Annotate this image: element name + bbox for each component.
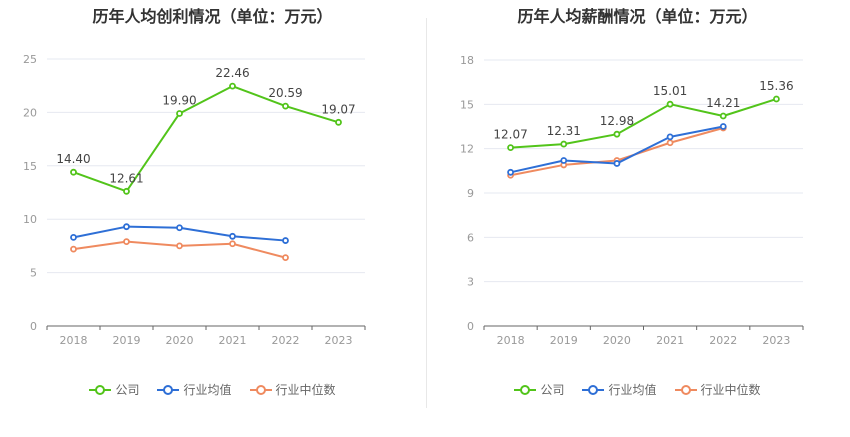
legend-label: 行业均值 (608, 383, 657, 397)
legend-swatch-industry-average (582, 384, 605, 396)
data-point-industry-median (666, 139, 674, 147)
y-tick-label: 15 (23, 160, 37, 173)
data-point-industry-average (176, 224, 183, 232)
data-point-company (719, 112, 727, 120)
data-label: 12.07 (493, 128, 527, 142)
legend-item-company[interactable]: 公司 (514, 381, 564, 398)
data-label: 20.59 (268, 86, 302, 100)
data-label: 22.46 (215, 66, 249, 80)
data-point-company (282, 102, 289, 110)
x-tick-label: 2021 (656, 334, 684, 347)
data-label: 14.21 (706, 96, 740, 110)
x-tick-label: 2023 (762, 334, 790, 347)
legend-item-industry-median[interactable]: 行业中位数 (249, 381, 336, 398)
data-point-industry-average (229, 232, 236, 240)
legend-item-company[interactable]: 公司 (89, 381, 139, 398)
y-tick-label: 9 (467, 187, 474, 200)
data-point-industry-average (560, 157, 568, 164)
y-tick-label: 20 (23, 106, 37, 119)
series-line-company (73, 85, 339, 193)
y-tick-label: 15 (460, 98, 474, 111)
x-tick-label: 2018 (497, 334, 525, 347)
data-point-industry-median (282, 254, 289, 262)
y-tick-label: 5 (30, 267, 37, 280)
data-point-company (773, 95, 780, 103)
data-point-company (507, 144, 514, 152)
data-point-industry-average (507, 168, 514, 176)
data-point-industry-median (123, 238, 130, 246)
legend-item-industry-average[interactable]: 行业均值 (157, 381, 232, 398)
legend-swatch-company (514, 384, 537, 396)
series-line-company (510, 98, 777, 149)
data-point-industry-median (70, 245, 77, 253)
legend-label: 公司 (115, 383, 140, 397)
legend-swatch-industry-average (157, 384, 180, 396)
y-tick-label: 25 (23, 53, 37, 66)
x-tick-label: 2021 (219, 334, 247, 347)
data-point-industry-median (229, 240, 236, 248)
data-point-industry-average (282, 237, 289, 244)
legend-swatch-company (89, 384, 112, 396)
data-point-industry-average (123, 223, 130, 231)
x-tick-label: 2020 (166, 334, 194, 347)
chart-title: 历年人均薪酬情况（单位：万元） (517, 7, 758, 26)
x-tick-label: 2022 (709, 334, 737, 347)
legend-label: 行业中位数 (275, 383, 336, 397)
data-point-company (176, 110, 183, 117)
legend-item-industry-median[interactable]: 行业中位数 (674, 381, 761, 398)
legend-swatch-industry-median (674, 384, 697, 396)
data-point-industry-average (666, 133, 674, 141)
x-tick-label: 2018 (60, 334, 88, 347)
data-label: 14.40 (56, 152, 90, 166)
data-point-industry-average (613, 160, 621, 167)
x-tick-label: 2022 (272, 334, 300, 347)
data-label: 19.90 (162, 93, 196, 107)
profit-per-capita-chart: 0 5 10 15 20 25 2018 2019 2020 2021 2022 2023 14.40 1… (23, 53, 366, 347)
data-label: 12.31 (547, 124, 581, 138)
y-tick-label: 3 (467, 276, 474, 289)
data-point-industry-average (70, 233, 77, 241)
y-tick-label: 6 (467, 231, 474, 244)
chart-title: 历年人均创利情况（单位：万元） (92, 7, 333, 26)
x-tick-label: 2019 (113, 334, 141, 347)
legend-label: 公司 (540, 383, 565, 397)
data-point-company (229, 82, 236, 90)
salary-per-capita-chart: 0 3 6 9 12 15 18 2018 2019 2020 2021 2022 2023 12.07 1… (460, 54, 804, 347)
data-label: 12.61 (109, 171, 143, 185)
data-label: 15.36 (759, 79, 793, 93)
panel-divider (426, 18, 427, 408)
legend-swatch-industry-median (249, 384, 272, 396)
data-point-industry-median (176, 242, 183, 250)
y-tick-label: 18 (460, 54, 474, 67)
profit-per-capita-panel: 历年人均创利情况（单位：万元） 0 5 10 15 20 25 2018 2019 2020 20… (0, 7, 425, 398)
x-tick-label: 2019 (550, 334, 578, 347)
x-tick-label: 2023 (325, 334, 353, 347)
y-tick-label: 0 (30, 320, 37, 333)
legend-label: 行业均值 (183, 383, 232, 397)
data-point-company (560, 140, 568, 148)
data-label: 15.01 (653, 84, 687, 98)
data-point-company (335, 118, 342, 126)
data-point-company (123, 187, 130, 195)
y-tick-label: 10 (23, 213, 37, 226)
legend-label: 行业中位数 (700, 383, 761, 397)
data-point-company (666, 100, 674, 108)
data-point-company (613, 130, 621, 138)
data-label: 19.07 (321, 102, 355, 116)
y-tick-label: 0 (467, 320, 474, 333)
data-point-industry-average (719, 123, 727, 130)
legend-item-industry-average[interactable]: 行业均值 (582, 381, 657, 398)
data-point-company (70, 168, 77, 176)
y-tick-label: 12 (460, 143, 474, 156)
x-tick-label: 2020 (603, 334, 631, 347)
salary-per-capita-panel: 历年人均薪酬情况（单位：万元） 0 3 6 9 12 15 18 2018 2019 2020 20… (425, 0, 850, 437)
chart-legend: 公司 行业均值 行业中位数 (425, 381, 850, 398)
data-label: 12.98 (600, 114, 634, 128)
chart-legend: 公司 行业均值 行业中位数 (0, 381, 425, 398)
